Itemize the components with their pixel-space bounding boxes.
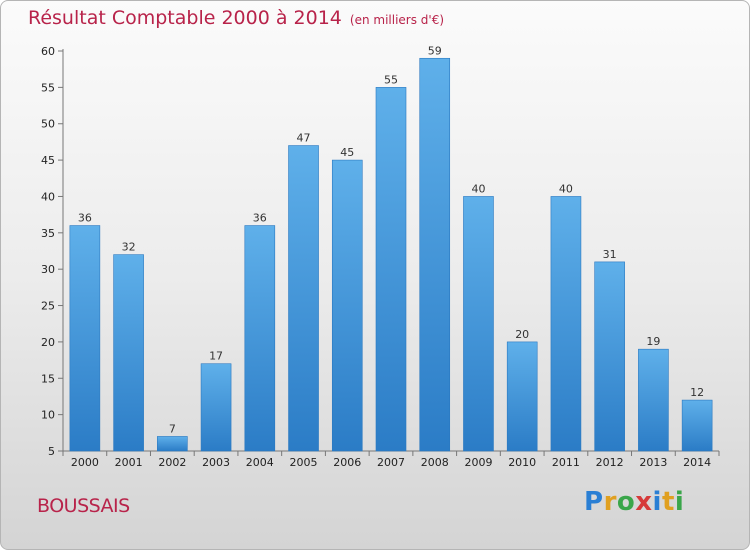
- x-tick-label-2003: 2003: [202, 456, 230, 469]
- bar-2005: [288, 145, 319, 452]
- x-tick-label-2001: 2001: [115, 456, 143, 469]
- data-label-2003: 17: [209, 350, 223, 363]
- bar-2012: [594, 261, 625, 452]
- data-label-2010: 20: [515, 328, 529, 341]
- logo-letter: o: [616, 487, 636, 517]
- data-label-2002: 7: [169, 422, 176, 435]
- data-label-2009: 40: [471, 182, 485, 195]
- y-tick-label: 55: [41, 81, 55, 94]
- logo-letter: i: [674, 487, 685, 517]
- y-tick-label: 5: [48, 445, 55, 458]
- bar-2011: [550, 196, 582, 452]
- bar-2002: [157, 436, 188, 452]
- y-tick-label: 35: [41, 227, 55, 240]
- data-label-2013: 19: [646, 335, 660, 348]
- y-tick-label: 40: [41, 190, 55, 203]
- x-tick-label-2000: 2000: [71, 456, 99, 469]
- y-tick-label: 45: [41, 154, 55, 167]
- chart-title: Résultat Comptable 2000 à 2014 (en millie…: [28, 7, 444, 29]
- bar-2010: [506, 341, 538, 452]
- data-label-2004: 36: [253, 212, 267, 225]
- bars: 36 32 7 17 36 47 45 55 59 40 20 40 31 19 12: [69, 44, 713, 452]
- x-tick-label-2005: 2005: [290, 456, 318, 469]
- bar-2014: [681, 399, 713, 452]
- data-label-2005: 47: [297, 132, 311, 145]
- y-tick-label: 60: [41, 45, 55, 58]
- logo-letter: r: [603, 487, 617, 517]
- y-tick-label: 10: [41, 409, 55, 422]
- x-tick-label-2004: 2004: [246, 456, 274, 469]
- x-tick-label-2009: 2009: [464, 456, 492, 469]
- logo-letter: x: [635, 487, 653, 517]
- commune-name: BOUSSAIS: [37, 495, 130, 517]
- bar-2008: [419, 57, 451, 452]
- bar-2013: [638, 348, 669, 452]
- x-tick-label-2007: 2007: [377, 456, 405, 469]
- bar-2004: [244, 225, 276, 452]
- data-label-2008: 59: [428, 44, 442, 57]
- x-axis: 2000 2001 2002 2003 2004 2005 2006 2007 2008 2009…: [62, 450, 720, 469]
- y-tick-label: 30: [41, 263, 55, 276]
- x-tick-label-2014: 2014: [683, 456, 711, 469]
- data-label-2014: 12: [690, 386, 704, 399]
- logo-letter: i: [652, 487, 662, 517]
- data-label-2001: 32: [122, 241, 136, 254]
- data-label-2012: 31: [603, 248, 617, 261]
- chart-title-text: Résultat Comptable 2000 à 2014: [28, 7, 342, 29]
- x-tick-label-2011: 2011: [552, 456, 580, 469]
- x-tick-label-2010: 2010: [508, 456, 536, 469]
- data-label-2006: 45: [340, 146, 354, 159]
- y-axis: 5 10 15 20 25 30 35 40 45 50 55 60: [41, 45, 64, 458]
- chart-subtitle: (en milliers d'€): [349, 13, 445, 27]
- logo-letter: t: [661, 487, 675, 517]
- data-label-2000: 36: [78, 212, 92, 225]
- bar-2009: [463, 196, 494, 452]
- x-tick-label-2006: 2006: [333, 456, 361, 469]
- y-tick-label: 20: [41, 336, 55, 349]
- x-tick-label-2012: 2012: [596, 456, 624, 469]
- logo-letter: P: [584, 487, 604, 517]
- bar-2000: [69, 225, 101, 452]
- y-tick-label: 15: [41, 372, 55, 385]
- y-tick-label: 25: [41, 300, 55, 313]
- x-tick-label-2002: 2002: [158, 456, 186, 469]
- x-tick-label-2013: 2013: [639, 456, 667, 469]
- proxiti-logo: Proxiti: [584, 487, 684, 517]
- data-label-2007: 55: [384, 73, 398, 86]
- bar-2006: [331, 159, 363, 452]
- bar-2007: [375, 87, 407, 452]
- y-tick-label: 50: [41, 118, 55, 131]
- x-tick-label-2008: 2008: [421, 456, 449, 469]
- bar-2001: [113, 254, 144, 452]
- bar-2003: [200, 363, 232, 452]
- data-label-2011: 40: [559, 182, 573, 195]
